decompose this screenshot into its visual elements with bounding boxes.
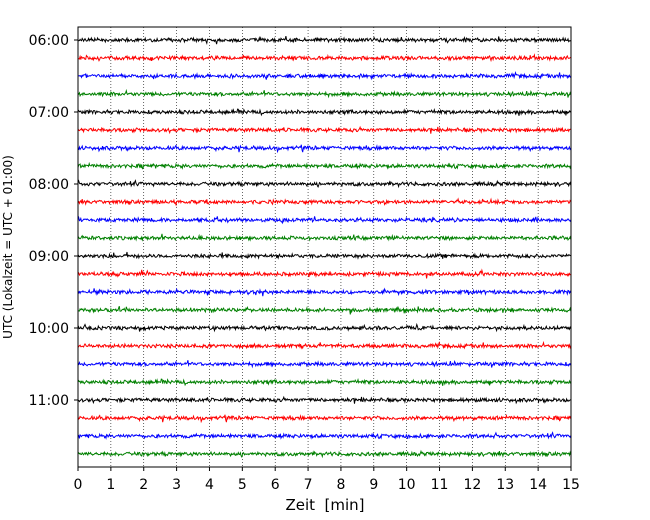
seismic-trace (77, 431, 572, 440)
x-axis-label: Zeit [min] (285, 496, 364, 514)
x-tick-label: 14 (529, 477, 547, 493)
seismic-trace (77, 359, 572, 369)
x-tick-label: 2 (139, 477, 148, 493)
x-tick-label: 0 (74, 477, 83, 493)
x-tick-label: 13 (496, 477, 514, 493)
seismic-trace (77, 144, 572, 154)
seismic-trace (77, 108, 572, 117)
x-tick-label: 9 (369, 477, 378, 493)
seismic-trace (77, 216, 572, 225)
x-tick-label: 10 (398, 477, 416, 493)
seismic-trace (77, 88, 572, 99)
seismic-trace (77, 179, 572, 189)
y-tick-label: 06:00 (29, 33, 69, 49)
seismic-trace (77, 268, 571, 279)
y-tick-label: 07:00 (29, 105, 69, 121)
seismic-trace (77, 71, 572, 81)
plot-frame (77, 26, 572, 468)
seismic-trace (77, 233, 572, 242)
x-tick-label: 8 (336, 477, 345, 493)
x-tick-label: 1 (106, 477, 115, 493)
seismic-trace (77, 197, 572, 207)
seismic-traces (77, 35, 572, 459)
x-tick-label: 12 (463, 477, 481, 493)
y-tick-label: 10:00 (29, 321, 69, 337)
seismic-trace (77, 340, 572, 350)
y-axis-ticks: 06:00 07:00 08:00 09:00 10:00 11:00 (29, 33, 78, 409)
seismic-trace (77, 161, 572, 170)
seismic-trace (77, 251, 571, 260)
seismic-trace (77, 395, 571, 405)
grid-lines (110, 27, 539, 467)
y-tick-label: 11:00 (29, 393, 69, 409)
seismic-trace (77, 305, 572, 315)
y-tick-label: 09:00 (29, 249, 69, 265)
x-axis-ticks: 0 1 2 3 4 5 6 7 8 9 10 11 12 13 14 15 (74, 467, 580, 493)
x-tick-label: 15 (562, 477, 580, 493)
seismic-trace (77, 322, 572, 333)
x-tick-label: 3 (172, 477, 181, 493)
x-tick-label: 6 (271, 477, 280, 493)
seismic-trace (77, 449, 572, 459)
y-tick-label: 08:00 (29, 177, 69, 193)
x-tick-label: 11 (431, 477, 449, 493)
x-tick-label: 4 (205, 477, 214, 493)
seismic-trace (77, 35, 572, 45)
seismic-trace (77, 378, 572, 387)
seismic-trace (77, 125, 571, 135)
y-axis-label: UTC (Lokalzeit = UTC + 01:00) (1, 155, 15, 339)
seismic-trace (77, 53, 572, 63)
x-tick-label: 7 (304, 477, 313, 493)
seismic-trace (77, 287, 572, 297)
seismic-trace (77, 413, 572, 424)
x-tick-label: 5 (238, 477, 247, 493)
